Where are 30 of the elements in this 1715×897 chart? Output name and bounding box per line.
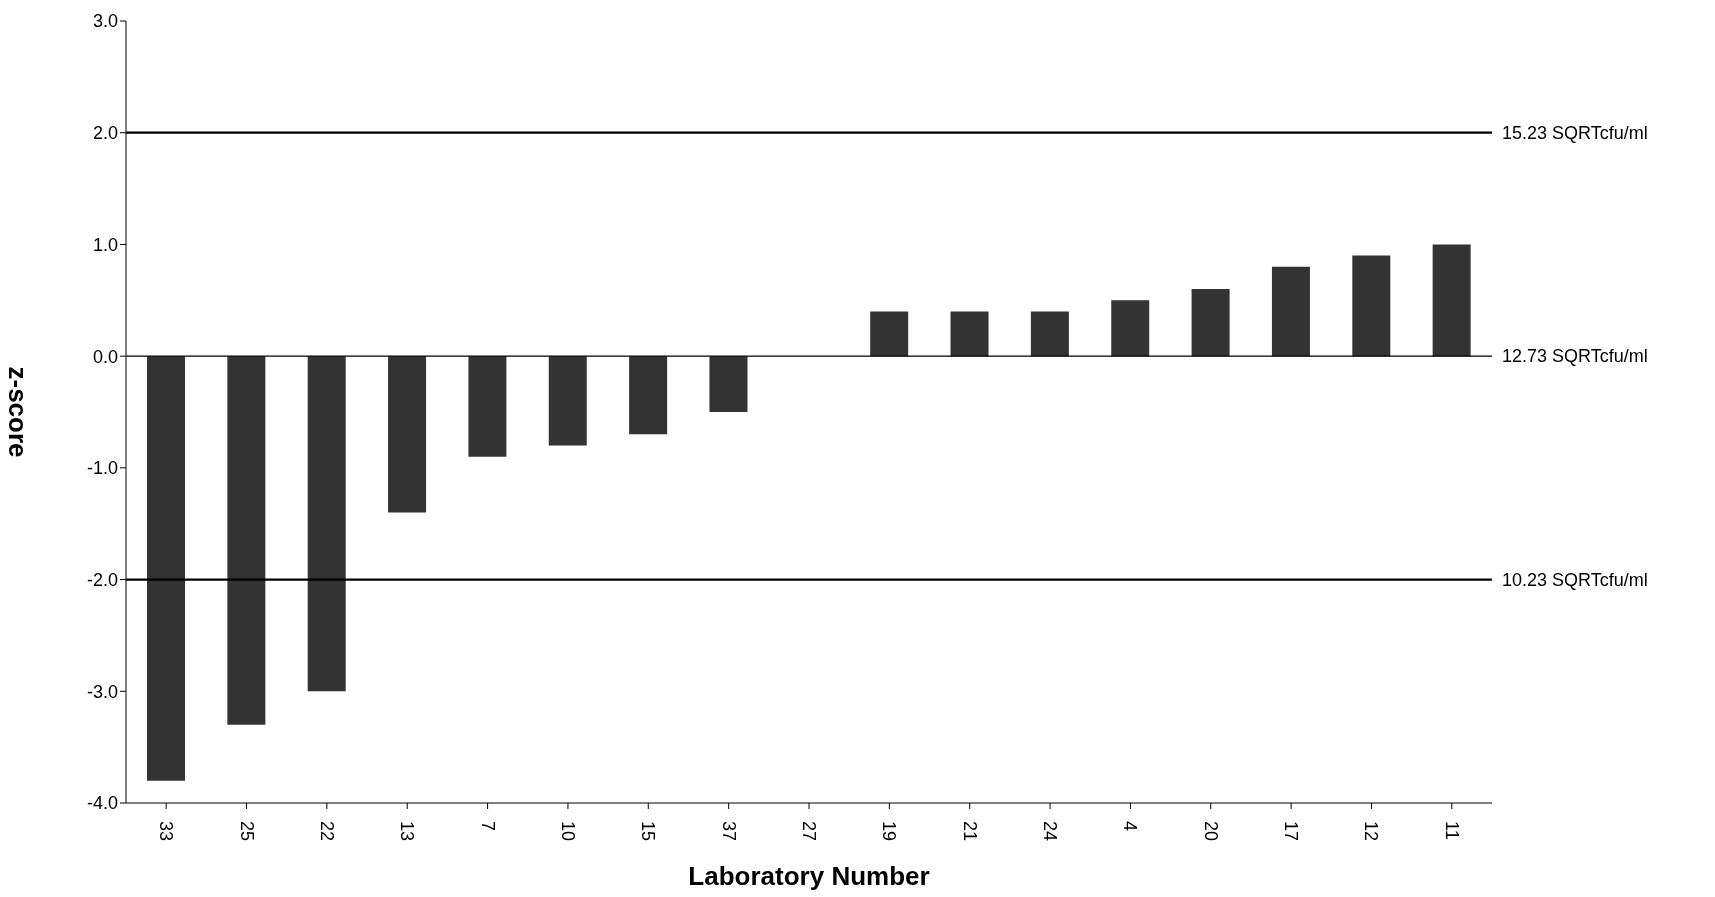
y-tick-label: -2.0 [86,569,118,590]
x-tick-label: 17 [1281,821,1302,842]
y-tick-label: 1.0 [92,234,118,255]
y-axis-title: z-score [2,366,33,458]
x-tick-label: 12 [1361,821,1382,842]
x-tick-label: 33 [156,821,177,842]
x-tick-label: 10 [557,821,578,842]
y-tick-label: -4.0 [86,793,118,814]
y-tick-label: 0.0 [92,346,118,367]
x-tick-label: 21 [959,821,980,842]
y-tick-label: 2.0 [92,123,118,144]
x-tick-label: 7 [477,821,498,832]
x-tick-label: 19 [879,821,900,842]
y-tick-label: -1.0 [86,458,118,479]
x-tick-label: 24 [1040,821,1061,842]
x-axis-title: Laboratory Number [688,861,930,891]
x-tick-label: 27 [799,821,819,842]
ref-line-label: 15.23 SQRTcfu/ml [1502,122,1648,143]
x-tick-label: 22 [316,821,337,842]
x-tick-label: 11 [1441,821,1462,840]
x-tick-label: 20 [1200,821,1221,842]
ref-line-label: 12.73 SQRTcfu/ml [1502,346,1648,367]
x-tick-label: 15 [638,821,659,842]
y-tick-label: 3.0 [92,11,118,32]
x-tick-label: 25 [236,821,257,842]
x-tick-label: 13 [397,821,418,842]
y-tick-label: -3.0 [86,681,118,702]
ref-line-label: 10.23 SQRTcfu/ml [1502,569,1648,590]
x-tick-label: 4 [1120,821,1141,832]
x-tick-label: 37 [718,821,739,842]
